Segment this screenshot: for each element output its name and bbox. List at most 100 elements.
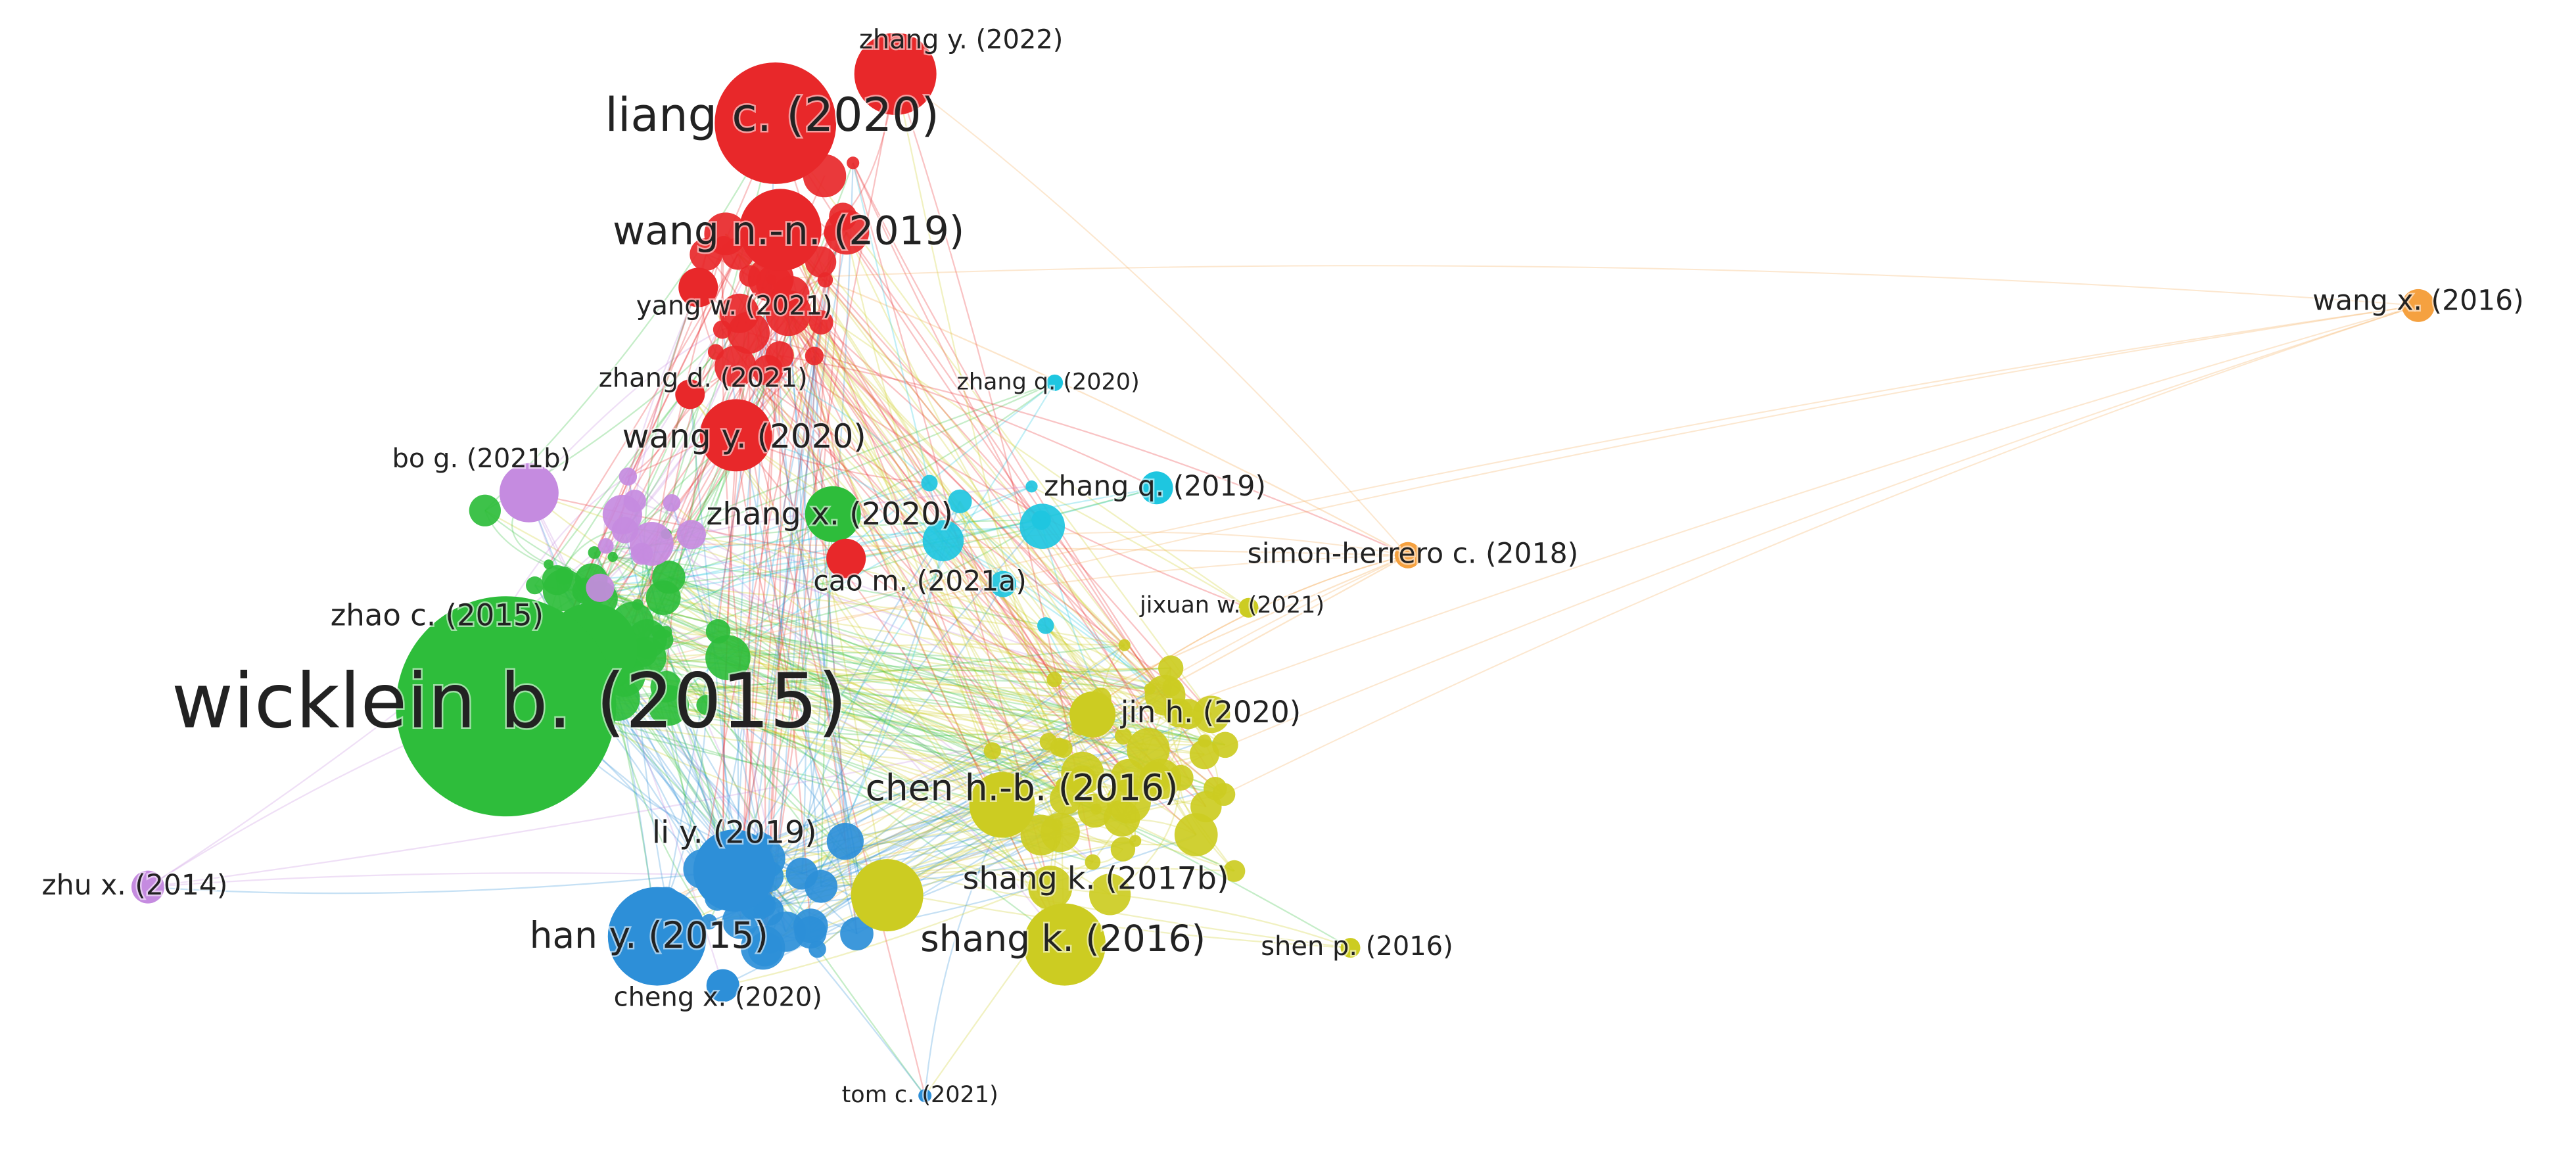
- link: [556, 351, 716, 581]
- link: [846, 231, 1124, 737]
- link: [147, 870, 735, 895]
- link: [748, 332, 1158, 489]
- link: [787, 312, 1179, 714]
- node: [1020, 814, 1062, 856]
- link: [641, 553, 707, 706]
- node: [647, 685, 689, 726]
- node-label: chen h.-b. (2016): [866, 766, 1179, 808]
- node-label: zhang q. (2019): [1044, 471, 1266, 503]
- node: [1139, 762, 1171, 794]
- link: [895, 73, 1409, 556]
- node: [690, 238, 723, 271]
- link: [735, 434, 1003, 806]
- link: [666, 686, 1093, 716]
- node: [714, 235, 733, 254]
- link: [772, 218, 1149, 751]
- node: [499, 463, 559, 523]
- link: [767, 369, 1124, 737]
- link: [613, 651, 1150, 690]
- node: [696, 695, 717, 716]
- node: [1068, 765, 1096, 794]
- node: [526, 576, 544, 595]
- node: [1085, 854, 1101, 870]
- node-label: cheng x. (2020): [614, 983, 822, 1013]
- node: [765, 341, 794, 370]
- link: [767, 369, 1179, 714]
- link: [813, 356, 1067, 800]
- node: [588, 546, 601, 559]
- node: [544, 559, 554, 570]
- bubbles: [131, 32, 2435, 1103]
- labels: zhang y. (2022) liang c. (2020) wang n.-n.…: [40, 23, 2525, 1110]
- link: [739, 382, 1056, 868]
- link: [565, 304, 2419, 672]
- node: [131, 870, 164, 904]
- node-label: zhao c. (2015): [331, 598, 544, 633]
- link: [666, 686, 1051, 889]
- node: [826, 822, 864, 860]
- node: [693, 829, 776, 912]
- node-label: zhang q. (2020): [956, 369, 1139, 395]
- link: [657, 631, 865, 904]
- node: [1144, 674, 1186, 716]
- link: [668, 705, 1235, 872]
- node: [1106, 779, 1152, 824]
- link: [1041, 526, 1102, 699]
- link: [666, 533, 1172, 688]
- node: [2402, 289, 2435, 322]
- node: [765, 911, 806, 952]
- link: [617, 698, 704, 870]
- link: [564, 574, 1351, 949]
- node-label: zhang y. (2022): [859, 24, 1063, 55]
- node-label: li y. (2019): [652, 815, 817, 851]
- link: [787, 312, 1125, 646]
- link: [668, 576, 1049, 743]
- node-label: han y. (2015): [530, 914, 768, 956]
- node: [983, 742, 1001, 760]
- node: [1114, 728, 1132, 745]
- link: [779, 354, 1249, 609]
- node-label: shang k. (2016): [920, 918, 1206, 960]
- node: [851, 859, 924, 932]
- node-label: jin h. (2020): [1120, 695, 1301, 730]
- node-label: zhu x. (2014): [42, 870, 228, 902]
- link: [718, 630, 1150, 690]
- node: [1028, 866, 1073, 910]
- link: [852, 162, 1182, 778]
- node: [829, 202, 857, 231]
- node: [1031, 510, 1051, 530]
- link: [715, 351, 1212, 715]
- link: [643, 525, 1042, 654]
- node: [652, 560, 686, 594]
- link: [1054, 645, 1125, 681]
- link: [738, 232, 848, 868]
- link: [764, 750, 993, 860]
- node: [1192, 695, 1230, 733]
- link: [706, 704, 1002, 806]
- node: [823, 225, 840, 241]
- link: [780, 229, 1207, 808]
- node: [922, 520, 964, 561]
- node: [805, 346, 824, 365]
- link: [563, 519, 1042, 592]
- node: [611, 517, 638, 544]
- node: [854, 32, 937, 115]
- link: [605, 545, 1129, 777]
- link: [793, 243, 1151, 689]
- node: [597, 538, 614, 554]
- link: [717, 216, 844, 860]
- link: [484, 509, 1061, 833]
- node: [542, 569, 586, 612]
- node-label: shang k. (2017b): [963, 861, 1229, 897]
- link: [766, 322, 822, 877]
- link: [767, 369, 930, 484]
- node-label: zhang x. (2020): [706, 496, 953, 532]
- link: [845, 557, 1165, 696]
- node-label: zhang d. (2021): [599, 363, 808, 393]
- link: [634, 500, 1165, 696]
- link: [718, 712, 1179, 861]
- link: [1044, 625, 1197, 835]
- link: [668, 576, 1093, 716]
- link: [770, 540, 944, 944]
- link: [147, 872, 768, 888]
